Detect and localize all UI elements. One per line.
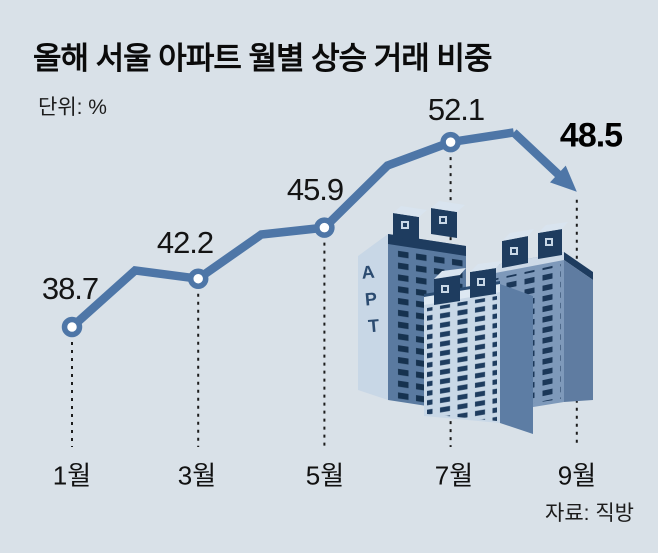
x-tick-may: 5월 [305, 460, 345, 491]
trend-line [69, 128, 515, 331]
trend-line-group [61, 128, 577, 338]
x-tick-jul: 7월 [434, 460, 474, 491]
building-center-penthouse-1 [434, 268, 466, 305]
trend-arrowhead-icon [549, 165, 577, 192]
apartment-illustration: A P T [358, 201, 593, 434]
unit-label: 단위: % [38, 96, 107, 119]
chart-title: 올해 서울 아파트 월별 상승 거래 비중 [33, 41, 492, 76]
building-left-penthouse-1 [393, 206, 427, 241]
x-tick-mar: 3월 [177, 460, 217, 491]
building-right-roof-edge [564, 252, 593, 280]
building-center-penthouse-2 [470, 261, 502, 298]
trend-line-final-segment [510, 129, 569, 184]
x-tick-sep: 9월 [557, 460, 597, 491]
building-left-penthouse-2 [431, 201, 465, 238]
building-right-penthouse-1 [502, 229, 534, 268]
x-tick-jan: 1월 [52, 460, 92, 491]
building-right-penthouse-2 [538, 222, 568, 259]
data-point-marker [314, 217, 335, 238]
value-label-mar: 42.2 [156, 225, 214, 260]
building-center-windows [427, 296, 497, 421]
value-label-jan: 38.7 [41, 271, 99, 306]
apt-sign: A P T [361, 262, 380, 337]
data-point-marker [61, 316, 83, 338]
building-center [424, 261, 533, 434]
value-label-sep: 48.5 [559, 116, 623, 155]
source-credit: 자료: 직방 [545, 502, 634, 525]
building-right-side-face [564, 260, 593, 402]
apt-letter-a: A [361, 262, 376, 283]
data-point-marker [187, 268, 209, 289]
apt-letter-t: T [367, 316, 380, 337]
apt-letter-p: P [364, 289, 378, 310]
building-left-side-face [358, 234, 388, 400]
data-point-marker [440, 131, 461, 153]
value-label-may: 45.9 [286, 172, 344, 207]
value-label-jul: 52.1 [427, 92, 485, 127]
building-center-side-face [500, 284, 533, 434]
building-left-roof-edge [388, 234, 466, 256]
